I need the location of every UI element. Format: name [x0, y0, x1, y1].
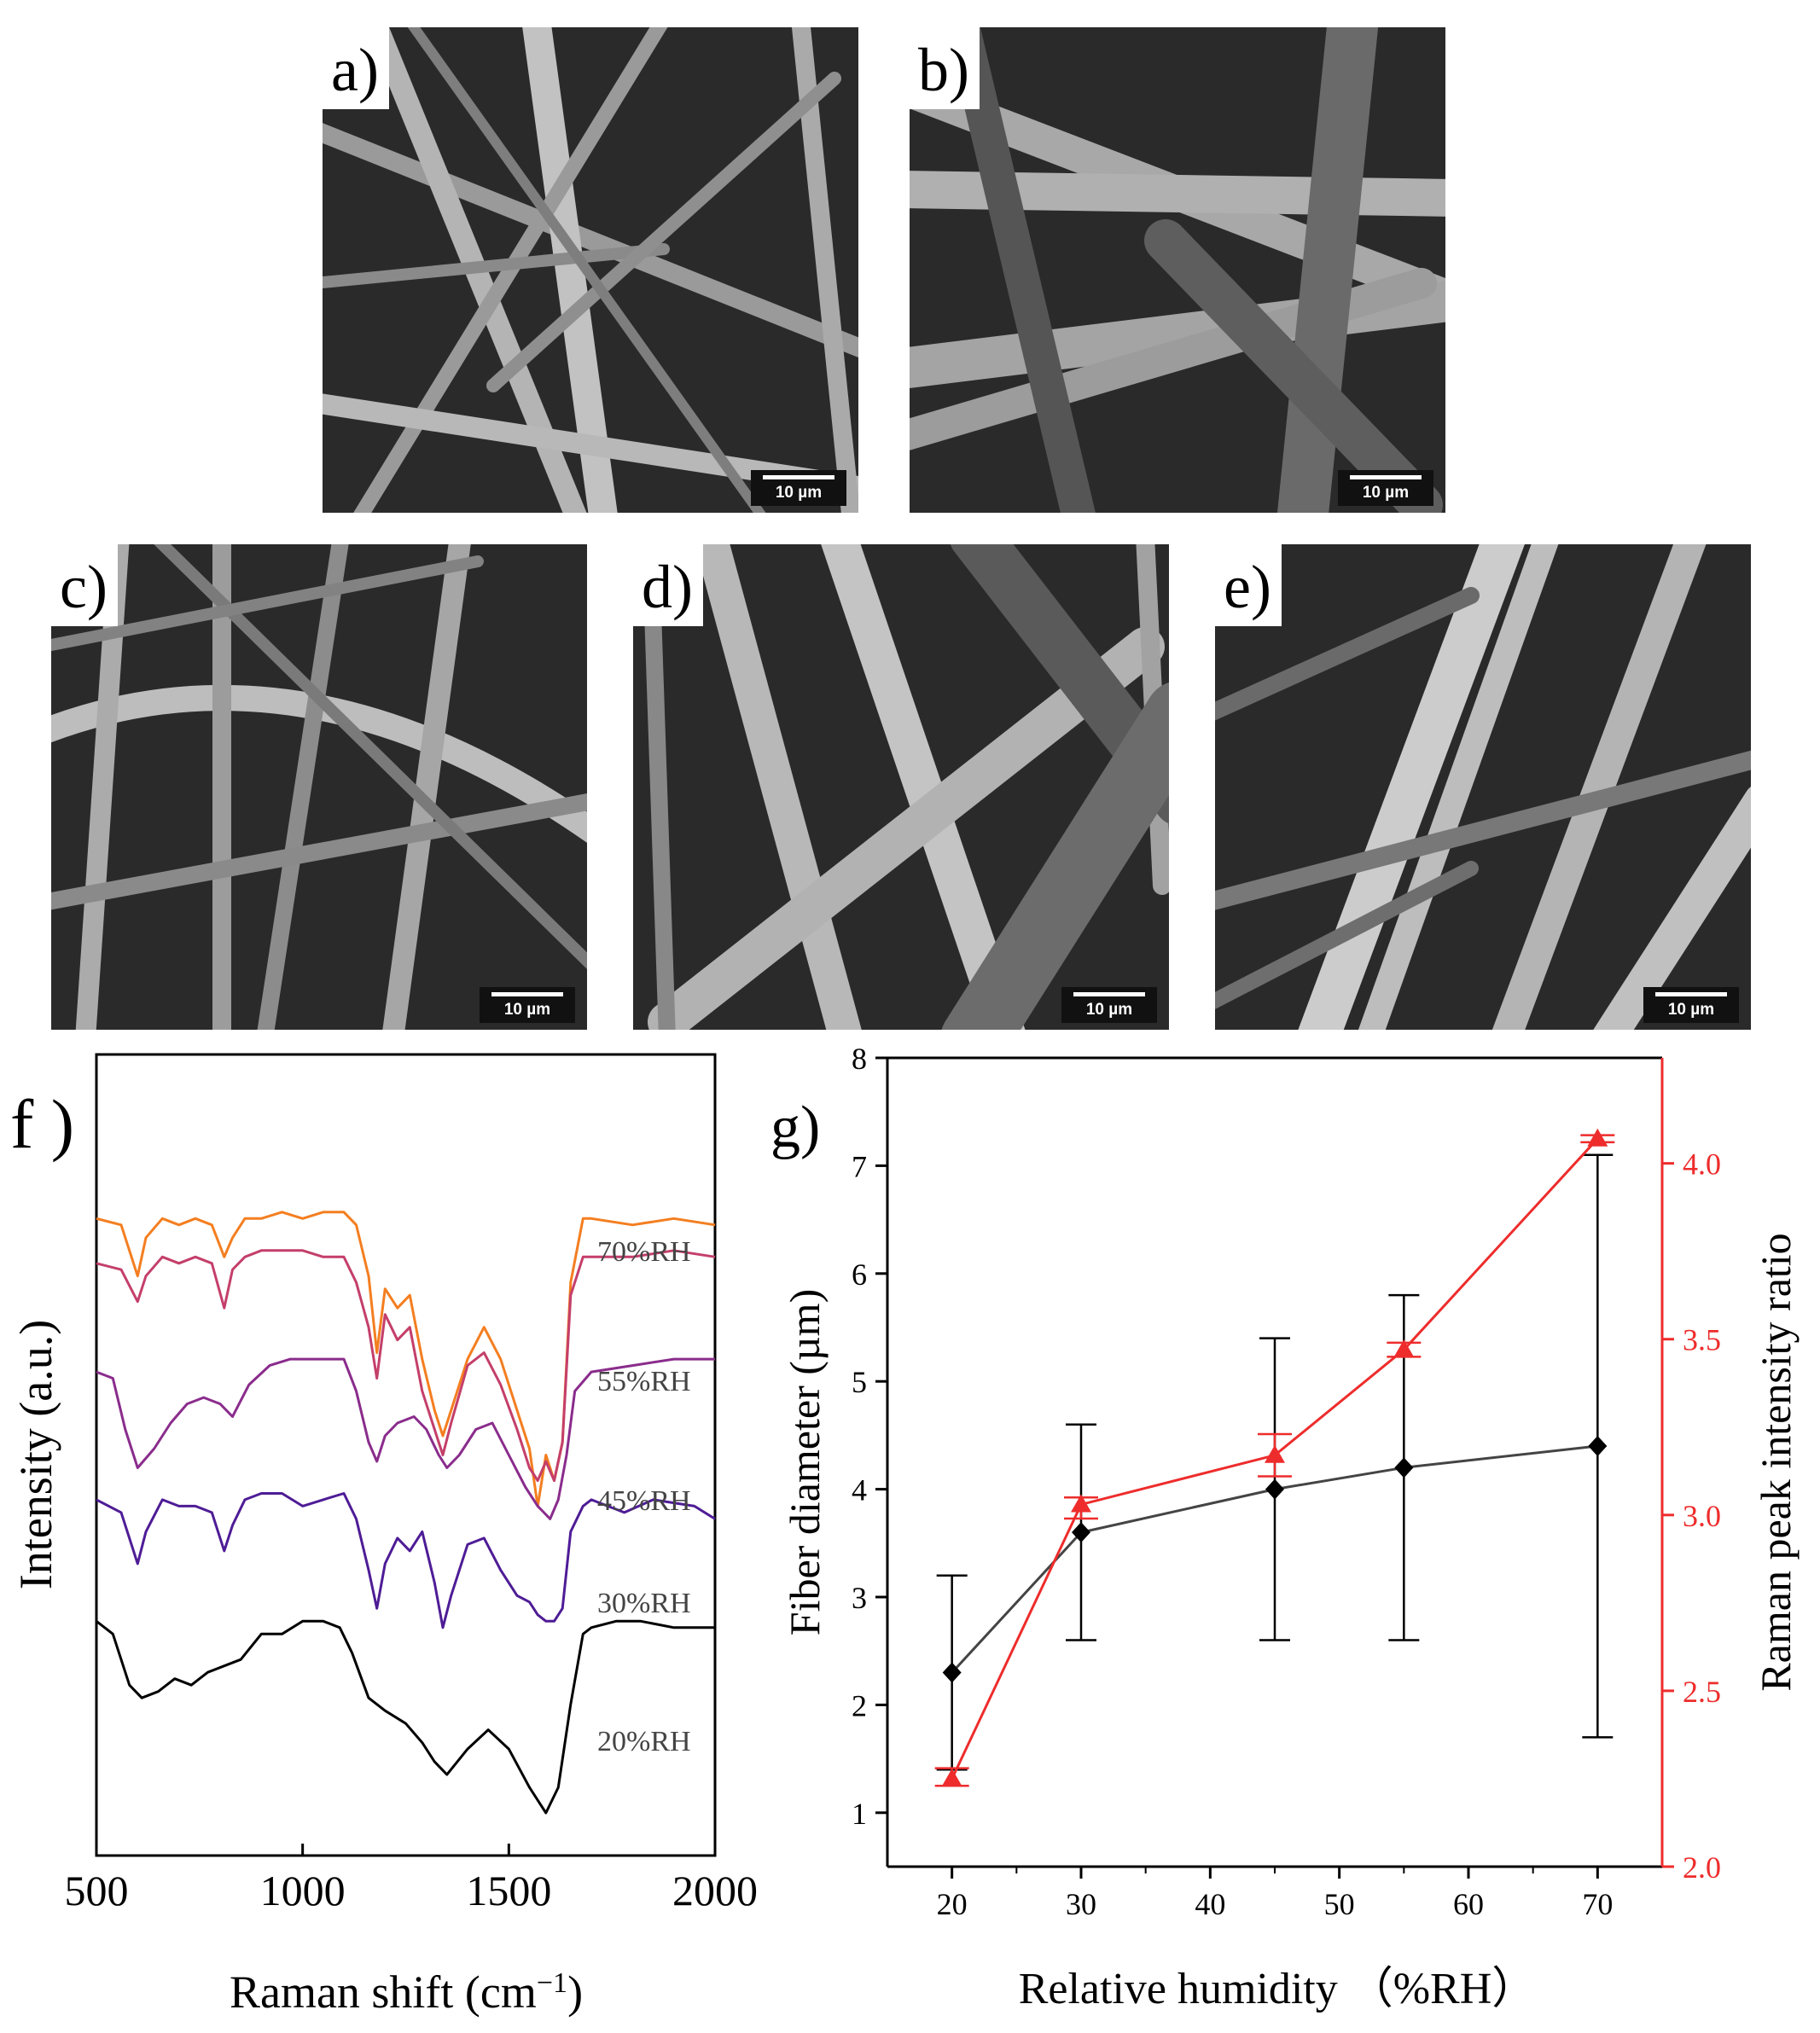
x-axis-label-close: )	[567, 1966, 583, 2018]
data-point-triangle	[941, 1768, 962, 1786]
scale-bar: 10 µm	[751, 470, 846, 506]
scale-bar: 10 µm	[480, 987, 575, 1023]
y-left-axis-label: Fiber diameter (µm)	[781, 1289, 829, 1635]
series-annotation: 20%RH	[597, 1726, 691, 1757]
scale-bar-label: 10 µm	[1085, 1001, 1133, 1019]
data-point-diamond	[1588, 1436, 1608, 1457]
data-point-triangle	[1393, 1339, 1415, 1358]
sem-panel-d: d) 10 µm	[633, 544, 1169, 1030]
y-left-tick-label: 7	[852, 1149, 867, 1183]
data-point-triangle	[1587, 1128, 1608, 1147]
y-left-tick-label: 6	[852, 1258, 867, 1292]
scale-bar: 10 µm	[1643, 987, 1739, 1023]
sem-texture	[910, 27, 1445, 513]
x-tick-label: 60	[1453, 1887, 1484, 1921]
panel-label: f )	[10, 1085, 74, 1163]
panel-label: b)	[910, 27, 980, 109]
sem-texture	[642, 544, 1169, 1030]
x-tick-label: 50	[1324, 1887, 1355, 1921]
data-point-diamond	[1072, 1522, 1090, 1543]
raman-spectra-chart: 500 1000 1500 2000 70%RH 55%RH 45%RH 30%RH 20%RH…	[10, 1053, 758, 2018]
series-line-55%RH	[96, 1249, 716, 1482]
panel-label: d)	[633, 544, 703, 626]
sem-panel-b: b) 10 µm	[910, 27, 1445, 513]
y-axis-label: Intensity (a.u.)	[10, 1320, 61, 1589]
panel-label: g)	[770, 1095, 820, 1160]
x-axis-label-text: Raman shift (cm	[230, 1966, 537, 2018]
panel-label: e)	[1215, 544, 1282, 626]
series-annotation: 45%RH	[597, 1485, 691, 1517]
data-point-diamond	[1394, 1457, 1414, 1478]
x-tick-label: 500	[65, 1867, 129, 1914]
humidity-chart: 20 30 40 50 60 70 1 2 3 4 5 6 7 8 2.0 2.5 3.0 3.5 4.0 g) Fib…	[770, 1042, 1800, 2013]
panel-label: a)	[323, 27, 389, 109]
y-left-tick-label: 4	[852, 1473, 867, 1507]
x-tick-label: 70	[1582, 1887, 1613, 1921]
series-annotation: 55%RH	[597, 1366, 691, 1397]
x-axis-label-unit-exponent: −1	[537, 1967, 567, 1999]
y-right-tick-label: 3.5	[1683, 1323, 1721, 1357]
y-right-tick-label: 2.5	[1683, 1675, 1721, 1709]
y-left-tick-label: 3	[852, 1581, 867, 1615]
scale-bar-label: 10 µm	[503, 1001, 551, 1019]
data-point-diamond	[942, 1662, 962, 1683]
sem-panel-a: a) 10 µm	[323, 27, 858, 513]
y-right-tick-label: 3.0	[1683, 1499, 1721, 1533]
sem-texture	[323, 27, 858, 513]
scale-bar-label: 10 µm	[1667, 1001, 1715, 1019]
y-left-tick-label: 1	[852, 1797, 867, 1831]
sem-texture	[51, 544, 587, 1030]
y-right-tick-label: 4.0	[1683, 1147, 1721, 1182]
x-axis-label: Raman shift (cm−1)	[230, 1966, 583, 2018]
x-tick-label: 20	[937, 1887, 968, 1921]
series-line-30%RH	[96, 1492, 716, 1629]
y-right-tick-label: 2.0	[1683, 1850, 1721, 1885]
sem-panel-c: c) 10 µm	[51, 544, 587, 1030]
sem-panel-e: e) 10 µm	[1215, 544, 1751, 1030]
data-point-triangle	[1071, 1494, 1091, 1513]
x-tick-label: 2000	[672, 1867, 758, 1914]
scale-bar: 10 µm	[1338, 470, 1433, 506]
y-right-axis-label: Raman peak intensity ratio	[1752, 1233, 1800, 1691]
series-line-45%RH	[96, 1357, 715, 1520]
panel-label: c)	[51, 544, 118, 626]
x-tick-label: 30	[1066, 1887, 1096, 1921]
x-tick-label: 1000	[260, 1867, 346, 1914]
data-point-triangle	[1265, 1444, 1285, 1463]
series-annotation: 70%RH	[597, 1236, 691, 1268]
scale-bar-label: 10 µm	[1362, 484, 1410, 502]
data-point-diamond	[1265, 1478, 1284, 1500]
series-line-20%RH	[96, 1619, 715, 1815]
x-axis-label: Relative humidity （%RH）	[1019, 1965, 1537, 2013]
y-left-tick-label: 8	[852, 1042, 867, 1076]
x-tick-label: 40	[1195, 1887, 1225, 1921]
y-left-tick-label: 2	[852, 1688, 867, 1722]
charts-area: 500 1000 1500 2000 70%RH 55%RH 45%RH 30%RH 20%RH…	[10, 1042, 1800, 2018]
x-tick-label: 1500	[466, 1867, 551, 1914]
series-annotation: 30%RH	[597, 1588, 691, 1619]
y-left-tick-label: 5	[852, 1365, 867, 1399]
sem-texture	[1215, 544, 1751, 1030]
plot-frame	[95, 1053, 717, 1857]
scale-bar: 10 µm	[1061, 987, 1157, 1023]
scale-bar-label: 10 µm	[775, 484, 823, 502]
